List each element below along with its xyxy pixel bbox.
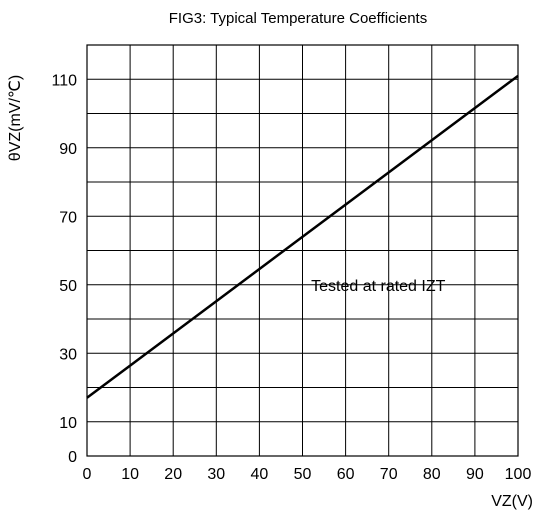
x-tick-label: 0 <box>83 466 92 483</box>
series-line <box>86 74 519 399</box>
x-tick-label: 30 <box>207 466 225 483</box>
annotation-tested-at-rated-izt: Tested at rated IZT <box>311 278 446 295</box>
x-tick-label: 80 <box>423 466 441 483</box>
y-tick-label: 70 <box>59 209 77 226</box>
y-tick-label: 30 <box>59 346 77 363</box>
x-tick-label: 60 <box>337 466 355 483</box>
x-tick-label: 70 <box>380 466 398 483</box>
x-tick-label: 40 <box>251 466 269 483</box>
y-tick-label: 110 <box>51 72 77 89</box>
plot-frame <box>86 44 519 457</box>
chart-title: FIG3: Typical Temperature Coefficients <box>169 10 427 27</box>
grid <box>86 44 519 457</box>
x-tick-label: 20 <box>164 466 182 483</box>
y-axis-title: θVZ(mV/℃) <box>7 75 24 161</box>
y-tick-label: 0 <box>68 449 77 466</box>
x-tick-label: 50 <box>294 466 312 483</box>
tick-labels: 0 10 20 30 40 50 60 70 80 90 100 0 10 30 50 70 90 110 <box>51 72 531 483</box>
x-tick-label: 10 <box>121 466 139 483</box>
x-tick-label: 100 <box>505 466 532 483</box>
x-tick-label: 90 <box>466 466 484 483</box>
series-layer <box>86 74 519 399</box>
y-tick-label: 50 <box>59 278 77 295</box>
y-tick-label: 90 <box>59 141 77 158</box>
y-tick-label: 10 <box>59 415 77 432</box>
x-axis-title: VZ(V) <box>491 493 533 510</box>
